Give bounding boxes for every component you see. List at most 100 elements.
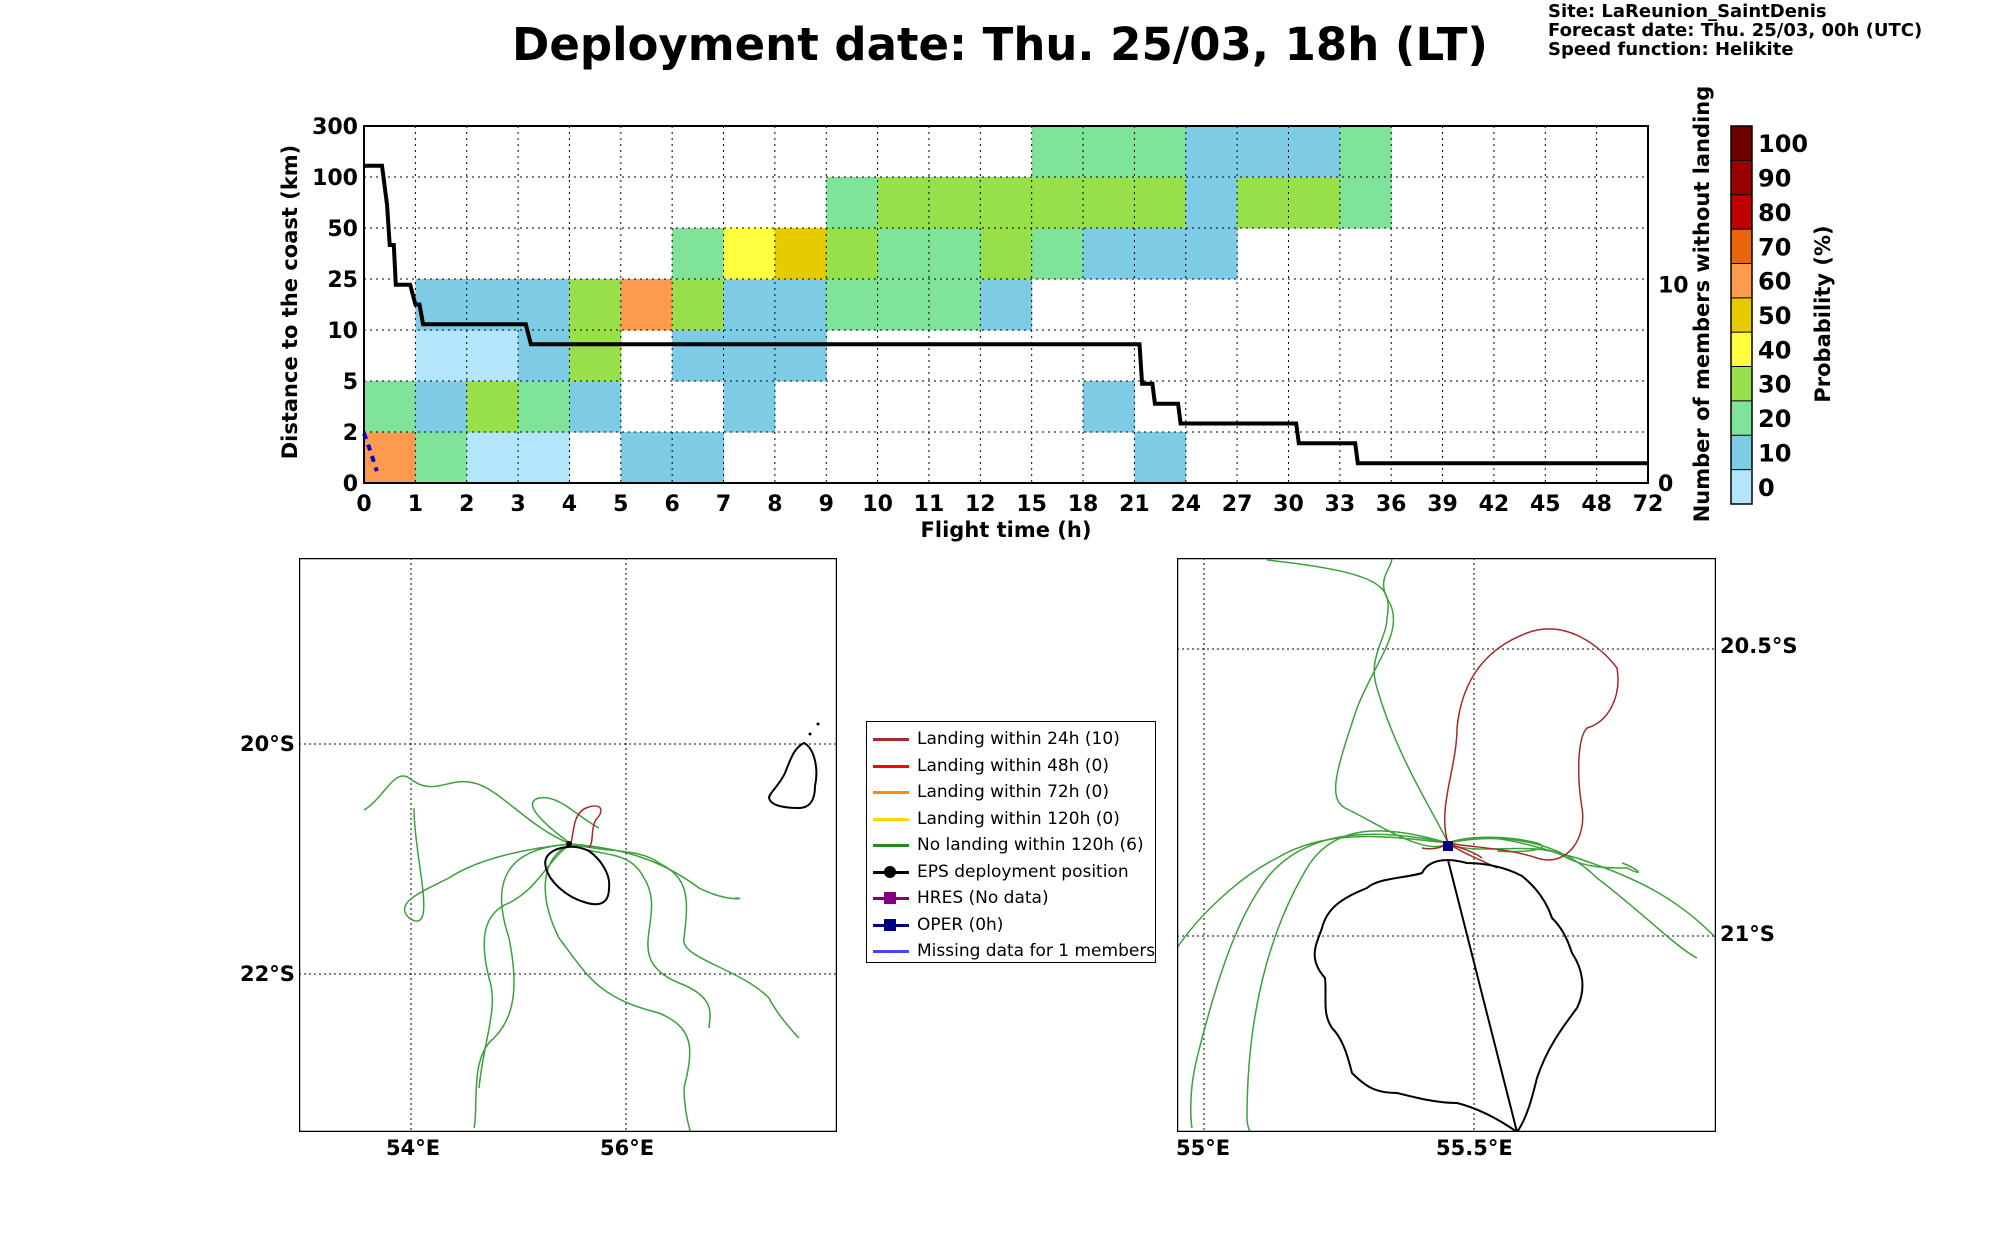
heatmap-cell [1288, 126, 1341, 178]
heatmap-cell [1185, 177, 1238, 229]
heatmap-cell [1134, 432, 1187, 484]
map-right-xtick-1: 55.5°E [1436, 1136, 1513, 1160]
heatmap-cell [1083, 126, 1135, 178]
y-tick-label: 0 [343, 472, 358, 497]
x-tick-label: 10 [862, 492, 893, 517]
legend: Landing within 24h (10) Landing within 48… [866, 721, 1156, 963]
heatmap-cell [928, 228, 981, 280]
x-tick-label: 8 [767, 492, 782, 517]
heatmap-cell [1185, 126, 1238, 178]
legend-marker-circle [884, 865, 896, 878]
colorbar-tick-label: 50 [1758, 302, 1791, 330]
x-tick-label: 72 [1633, 492, 1664, 517]
x-tick-label: 7 [716, 492, 731, 517]
heatmap-cell [723, 381, 776, 433]
heatmap-cell [518, 330, 570, 382]
colorbar-tick-label: 10 [1758, 439, 1791, 467]
y-tick-label: 50 [327, 217, 358, 242]
x-tick-label: 42 [1479, 492, 1510, 517]
y-tick-label: 300 [312, 115, 358, 140]
legend-item: EPS deployment position [867, 859, 1157, 885]
heatmap-cell [415, 330, 468, 382]
heatmap-cell [774, 279, 827, 331]
map-right-ytick-1: 21°S [1720, 922, 1775, 946]
legend-label: HRES (No data) [917, 888, 1049, 908]
y-tick-label: 5 [343, 370, 358, 395]
oper-marker [1443, 841, 1453, 851]
heatmap-cell [980, 177, 1033, 229]
legend-item: Landing within 48h (0) [867, 753, 1157, 779]
heatmap-cell [980, 228, 1033, 280]
y-tick-label: 2 [343, 421, 358, 446]
x-tick-label: 24 [1170, 492, 1201, 517]
colorbar-label: Probability (%) [1811, 225, 1835, 402]
heatmap-cell [415, 432, 468, 484]
heatmap-cell [1134, 177, 1187, 229]
heatmap-cell [723, 330, 776, 382]
x-tick-label: 39 [1427, 492, 1458, 517]
trajectories-landing-24h [1421, 628, 1619, 869]
map-left-xtick-0: 54°E [386, 1136, 441, 1160]
x-tick-label: 0 [356, 492, 371, 517]
colorbar-swatch [1731, 297, 1752, 333]
heatmap-cell [518, 279, 570, 331]
heatmap-cell [1339, 126, 1392, 178]
x-tick-label: 36 [1376, 492, 1407, 517]
legend-label: Missing data for 1 members [917, 941, 1156, 961]
legend-item: No landing within 120h (6) [867, 832, 1157, 858]
heatmap-cell [928, 177, 981, 229]
legend-item: HRES (No data) [867, 885, 1157, 911]
legend-label: Landing within 48h (0) [917, 755, 1110, 776]
x-tick-label: 27 [1222, 492, 1253, 517]
legend-label: Landing within 120h (0) [917, 808, 1120, 829]
colorbar-swatch [1731, 469, 1752, 505]
x-tick-label: 45 [1530, 492, 1561, 517]
legend-item: Landing within 120h (0) [867, 806, 1157, 832]
x-tick-label: 12 [965, 492, 996, 517]
heatmap-cell [466, 279, 519, 331]
heatmap-cell [620, 432, 673, 484]
speed-line: Speed function: Helikite [1548, 39, 1794, 60]
legend-line-swatch [873, 738, 909, 741]
heatmap-cell [877, 177, 930, 229]
legend-line-swatch [873, 817, 909, 821]
legend-label: OPER (0h) [917, 914, 1004, 935]
colorbar-swatch [1731, 194, 1752, 230]
colorbar-swatch [1731, 366, 1752, 402]
map-left-xtick-1: 56°E [600, 1136, 655, 1160]
trajectories-no-landing [1177, 558, 1716, 1132]
forecast-line: Forecast date: Thu. 25/03, 00h (UTC) [1548, 20, 1923, 41]
map-left-ytick-1: 22°S [240, 962, 295, 986]
islet-2 [816, 722, 820, 726]
colorbar-tick-label: 20 [1758, 405, 1791, 433]
heatmap-cell [1134, 228, 1187, 280]
heatmap-cell [1237, 177, 1289, 229]
legend-item: OPER (0h) [867, 912, 1157, 938]
heatmap-grid [364, 126, 1648, 483]
trajectories-no-landing [363, 775, 800, 1132]
map-right-frame [1177, 558, 1716, 1132]
legend-line-swatch [873, 764, 909, 768]
colorbar-swatch [1731, 126, 1752, 161]
x-tick-label: 4 [562, 492, 577, 517]
x-tick-label: 5 [613, 492, 628, 517]
colorbar-frame [1730, 125, 1753, 505]
heatmap-cell [415, 381, 468, 433]
x-tick-label: 33 [1325, 492, 1356, 517]
x-tick-label: 1 [408, 492, 423, 517]
map-left-frame [299, 558, 837, 1132]
x-tick-label: 3 [510, 492, 525, 517]
heatmap-cell [466, 330, 519, 382]
heatmap-cell [1185, 228, 1238, 280]
legend-label: EPS deployment position [917, 861, 1129, 882]
legend-label: No landing within 120h (6) [917, 835, 1144, 855]
x-tick-label: 18 [1068, 492, 1099, 517]
legend-marker-square [884, 918, 896, 931]
heatmap-cell [826, 279, 879, 331]
heatmap-cells [364, 126, 1392, 484]
heatmap-cell [466, 432, 519, 484]
heatmap-cell [672, 228, 725, 280]
y-tick-label: 100 [312, 166, 358, 191]
heatmap-cell [569, 330, 622, 382]
legend-line-swatch [873, 844, 909, 847]
